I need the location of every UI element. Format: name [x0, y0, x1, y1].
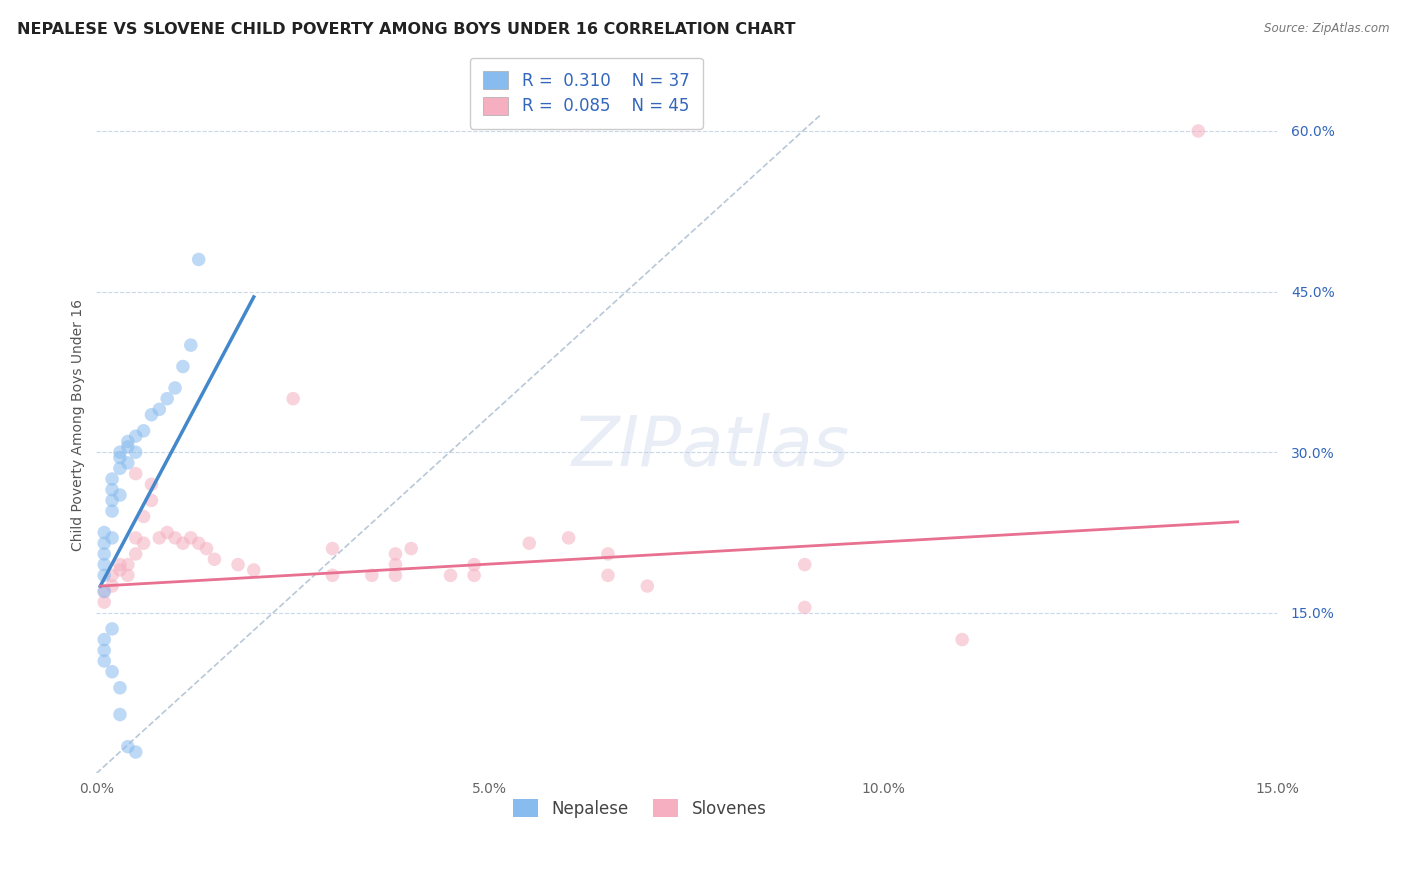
Text: ZIPatlas: ZIPatlas: [571, 413, 849, 480]
Point: [242, 563, 264, 577]
Point: [172, 359, 194, 374]
Point: [793, 600, 815, 615]
Point: [101, 531, 124, 545]
Point: [93, 558, 115, 572]
Point: [108, 488, 131, 502]
Point: [117, 568, 139, 582]
Point: [101, 622, 124, 636]
Point: [195, 541, 218, 556]
Point: [93, 584, 115, 599]
Point: [187, 252, 209, 267]
Point: [125, 445, 148, 459]
Point: [93, 525, 115, 540]
Point: [141, 477, 163, 491]
Point: [101, 568, 124, 582]
Point: [93, 632, 115, 647]
Point: [108, 681, 131, 695]
Text: NEPALESE VS SLOVENE CHILD POVERTY AMONG BOYS UNDER 16 CORRELATION CHART: NEPALESE VS SLOVENE CHILD POVERTY AMONG …: [17, 22, 796, 37]
Point: [793, 558, 815, 572]
Point: [117, 739, 139, 754]
Point: [281, 392, 304, 406]
Point: [93, 654, 115, 668]
Point: [165, 381, 187, 395]
Point: [108, 450, 131, 465]
Point: [101, 665, 124, 679]
Point: [399, 541, 422, 556]
Point: [117, 456, 139, 470]
Point: [180, 338, 202, 352]
Point: [463, 558, 485, 572]
Point: [101, 472, 124, 486]
Point: [108, 558, 131, 572]
Point: [101, 504, 124, 518]
Point: [132, 536, 155, 550]
Point: [187, 536, 209, 550]
Point: [101, 483, 124, 497]
Point: [132, 509, 155, 524]
Point: [384, 547, 406, 561]
Point: [384, 558, 406, 572]
Point: [204, 552, 226, 566]
Point: [141, 493, 163, 508]
Point: [636, 579, 658, 593]
Point: [1187, 124, 1209, 138]
Point: [108, 707, 131, 722]
Point: [596, 568, 619, 582]
Point: [321, 541, 343, 556]
Point: [321, 568, 343, 582]
Point: [125, 547, 148, 561]
Point: [950, 632, 973, 647]
Point: [101, 493, 124, 508]
Point: [108, 563, 131, 577]
Point: [132, 424, 155, 438]
Point: [517, 536, 540, 550]
Point: [148, 531, 170, 545]
Point: [596, 547, 619, 561]
Point: [180, 531, 202, 545]
Legend: Nepalese, Slovenes: Nepalese, Slovenes: [506, 792, 773, 824]
Point: [93, 568, 115, 582]
Point: [108, 445, 131, 459]
Point: [141, 408, 163, 422]
Y-axis label: Child Poverty Among Boys Under 16: Child Poverty Among Boys Under 16: [72, 300, 86, 551]
Point: [125, 531, 148, 545]
Point: [93, 595, 115, 609]
Point: [165, 531, 187, 545]
Text: Source: ZipAtlas.com: Source: ZipAtlas.com: [1264, 22, 1389, 36]
Point: [93, 643, 115, 657]
Point: [463, 568, 485, 582]
Point: [439, 568, 461, 582]
Point: [557, 531, 579, 545]
Point: [156, 525, 179, 540]
Point: [93, 584, 115, 599]
Point: [156, 392, 179, 406]
Point: [101, 579, 124, 593]
Point: [117, 434, 139, 449]
Point: [148, 402, 170, 417]
Point: [93, 536, 115, 550]
Point: [93, 547, 115, 561]
Point: [360, 568, 382, 582]
Point: [125, 745, 148, 759]
Point: [125, 467, 148, 481]
Point: [172, 536, 194, 550]
Point: [108, 461, 131, 475]
Point: [125, 429, 148, 443]
Point: [117, 440, 139, 454]
Point: [384, 568, 406, 582]
Point: [117, 558, 139, 572]
Point: [226, 558, 249, 572]
